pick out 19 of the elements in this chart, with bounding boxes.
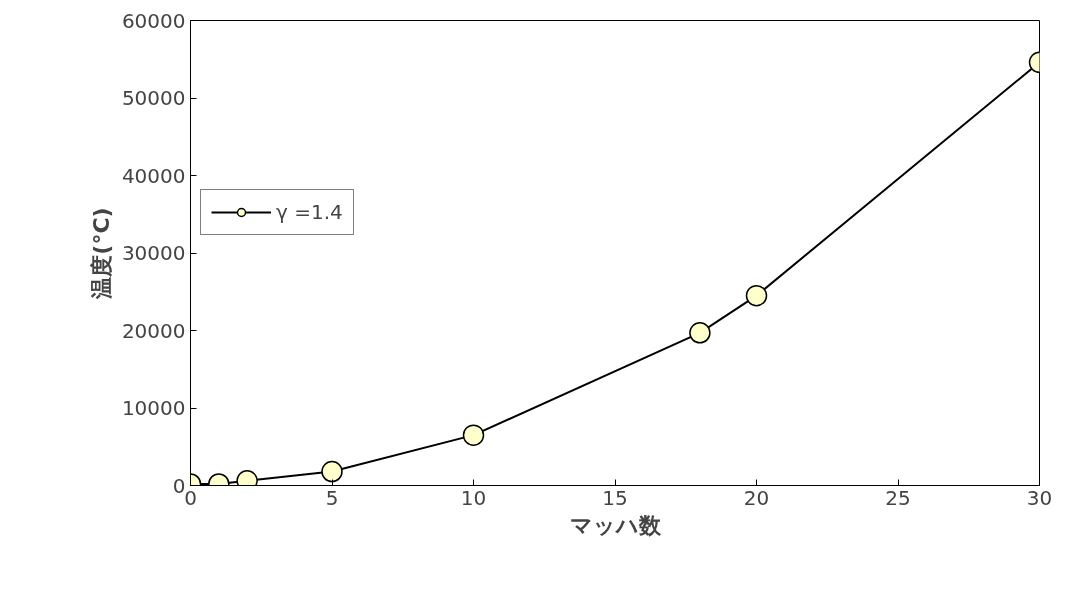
y-tick-label: 30000: [121, 241, 186, 265]
x-tick-label: 15: [602, 485, 628, 510]
point: [745, 284, 768, 307]
point: [462, 424, 485, 446]
y-tick-label: 40000: [121, 163, 186, 188]
x-axis-title: マッハ数: [569, 512, 662, 538]
y-tick-label: 10000: [121, 396, 186, 420]
x-tick-label: 20: [743, 485, 770, 510]
point: [689, 322, 711, 344]
y-tick-label: 50000: [121, 86, 186, 110]
y-axis-title: 温度(°C): [88, 207, 114, 300]
y-tick-label: 20000: [121, 318, 186, 343]
y-tick-label: 60000: [121, 8, 186, 33]
x-tick-label: 30: [1026, 485, 1053, 510]
x-tick-label: 25: [885, 485, 911, 510]
point: [321, 460, 343, 483]
x-tick-label: 10: [460, 485, 487, 510]
x-tick-label: 5: [325, 485, 339, 510]
legend-label: γ =1.4: [276, 200, 343, 224]
